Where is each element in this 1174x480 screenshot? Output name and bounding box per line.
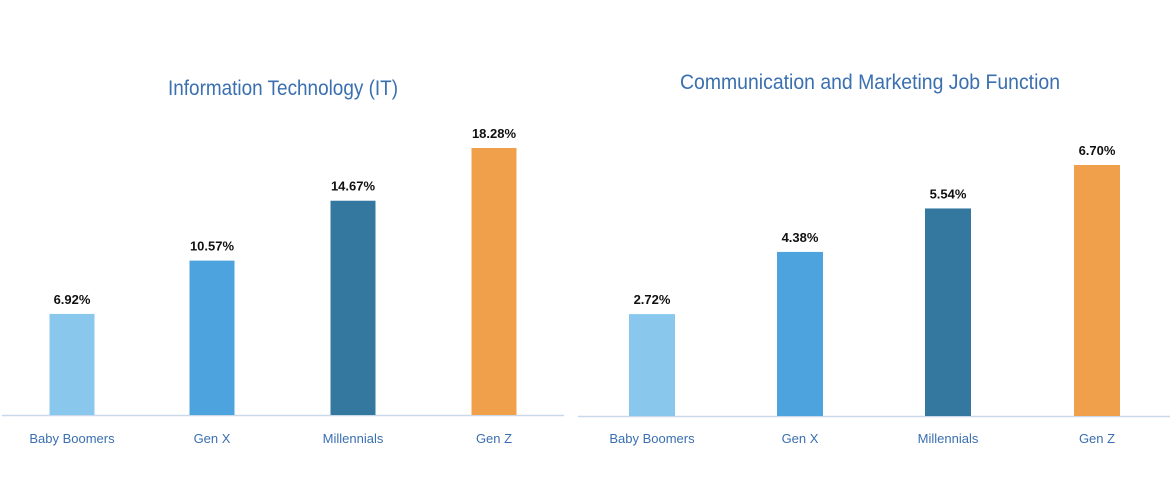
category-label: Millennials [323,431,384,446]
value-label: 4.38% [782,230,819,245]
category-label: Baby Boomers [29,431,115,446]
bar-gen-x [777,251,823,416]
bar-baby-boomers [49,313,95,415]
value-label: 18.28% [472,126,517,141]
value-label: 5.54% [930,186,967,201]
category-label: Millennials [918,431,979,446]
bar-baby-boomers [629,314,675,416]
category-label: Gen Z [1079,431,1115,446]
value-label: 2.72% [634,292,671,307]
category-label: Gen X [782,431,819,446]
value-label: 6.92% [54,292,91,307]
chart-1: Information Technology (IT) 6.92% Baby Boo… [2,77,564,446]
bar-millennials [330,200,376,415]
bar-gen-z [1074,165,1120,416]
category-label: Gen Z [476,431,512,446]
value-label: 10.57% [190,239,235,254]
bar-gen-z [471,148,517,415]
bar-gen-x [189,260,235,415]
value-label: 14.67% [331,179,376,194]
bar-millennials [925,208,971,416]
chart-2: Communication and Marketing Job Function… [578,71,1170,446]
value-label: 6.70% [1079,143,1116,158]
category-label: Baby Boomers [609,431,695,446]
category-label: Gen X [194,431,231,446]
chart-title: Communication and Marketing Job Function [680,71,1060,94]
chart-title: Information Technology (IT) [168,77,398,100]
